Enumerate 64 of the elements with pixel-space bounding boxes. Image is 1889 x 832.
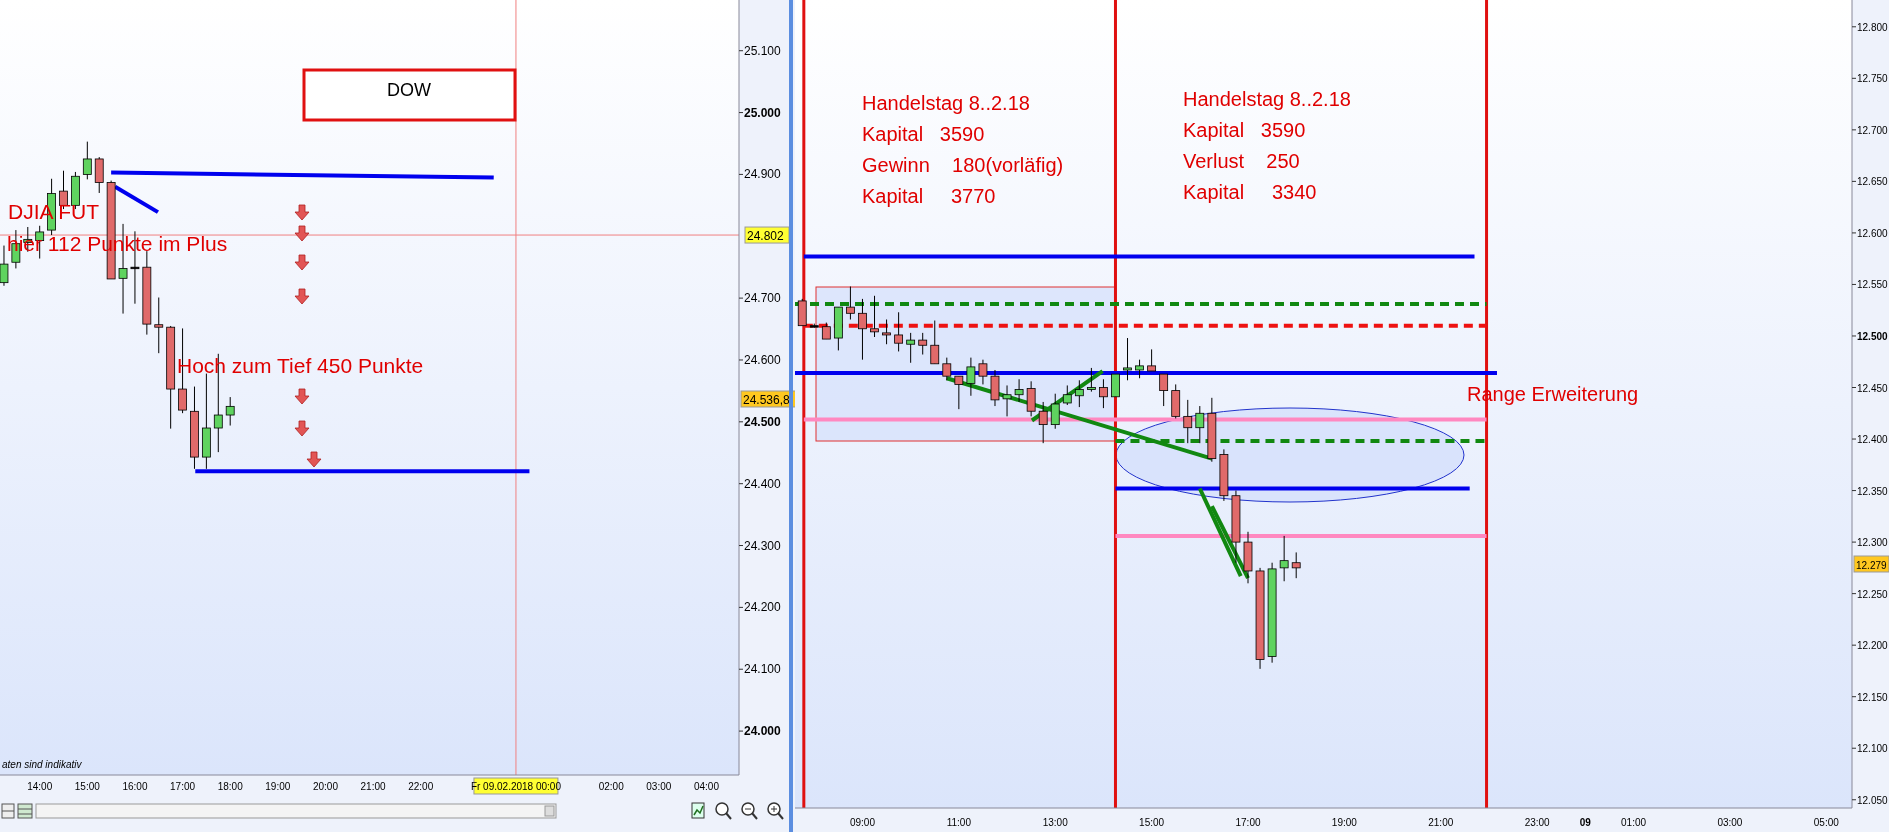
y-tick-label: 24.500 — [744, 414, 782, 429]
y-tick-label: 12.700 — [1857, 124, 1889, 136]
x-tick-label: 17:00 — [170, 781, 196, 792]
y-tick-label: 12.250 — [1857, 588, 1889, 600]
x-tick-label: 15:00 — [74, 781, 101, 792]
ref-line-label: 24.802 — [747, 229, 785, 244]
y-tick-label: 12.600 — [1857, 227, 1889, 239]
y-tick-label: 24.900 — [744, 167, 782, 182]
x-tick-label: 05:00 — [1813, 817, 1840, 828]
x-tick-label: 21:00 — [360, 781, 387, 792]
x-tick-label: 22:00 — [408, 781, 434, 792]
y-tick-label: 12.750 — [1857, 73, 1889, 85]
annotation: Verlust 250 — [1183, 150, 1300, 172]
x-tick-label: 19:00 — [265, 781, 291, 792]
y-tick-label: 12.650 — [1857, 176, 1889, 188]
x-tick-label: 19:00 — [1331, 817, 1358, 828]
y-tick-label: 24.100 — [744, 662, 782, 677]
annotation: Gewinn 180(vorläfig) — [862, 154, 1064, 176]
y-tick-label: 25.100 — [744, 43, 782, 58]
annotation: Kapital 3590 — [862, 123, 985, 145]
x-tick-label: 09 — [1579, 817, 1592, 828]
text: DOW — [387, 80, 431, 100]
y-tick-label: 12.800 — [1857, 21, 1889, 33]
y-tick-label: 25.000 — [744, 105, 782, 120]
x-tick-label: 09:00 — [849, 817, 876, 828]
annotation: Handelstag 8..2.18 — [1183, 88, 1351, 110]
annotation: Kapital 3340 — [1183, 181, 1317, 203]
text: 12.279 — [1856, 560, 1888, 571]
x-tick-label: 14:00 — [27, 781, 53, 792]
text: 24.536,8 — [743, 393, 791, 407]
x-tick-label: 16:00 — [122, 781, 148, 792]
x-tick-label: 03:00 — [1717, 817, 1743, 828]
annotation: aten sind indikativ — [2, 759, 83, 770]
y-tick-label: 12.050 — [1857, 794, 1889, 806]
x-tick-label: 21:00 — [1428, 817, 1454, 828]
annotation: Kapital 3590 — [1183, 119, 1306, 141]
y-tick-label: 12.450 — [1857, 382, 1889, 394]
x-tick-label: 03:00 — [646, 781, 672, 792]
y-tick-label: 12.100 — [1857, 743, 1889, 755]
y-tick-label: 12.200 — [1857, 640, 1889, 652]
x-tick-label: 18:00 — [217, 781, 244, 792]
x-tick-label: 13:00 — [1042, 817, 1069, 828]
y-tick-label: 12.500 — [1857, 330, 1889, 342]
x-tick-label: 11:00 — [946, 817, 972, 828]
y-tick-label: 24.600 — [744, 352, 782, 367]
y-tick-label: 12.150 — [1857, 691, 1889, 703]
x-tick-label: 01:00 — [1621, 817, 1647, 828]
x-tick-label: 04:00 — [693, 781, 720, 792]
y-tick-label: 24.200 — [744, 600, 782, 615]
y-tick-label: 12.300 — [1857, 537, 1889, 549]
x-tick-label: 17:00 — [1235, 817, 1261, 828]
y-tick-label: 12.400 — [1857, 434, 1889, 446]
y-tick-label: 24.400 — [744, 476, 782, 491]
x-tick-label: 15:00 — [1139, 817, 1165, 828]
annotation: Kapital 3770 — [862, 185, 996, 207]
x-tick-label: 02:00 — [598, 781, 625, 792]
y-tick-label: 24.300 — [744, 538, 782, 553]
x-tick-label: 20:00 — [312, 781, 339, 792]
y-tick-label: 24.000 — [744, 724, 782, 739]
y-tick-label: 12.350 — [1857, 485, 1889, 497]
y-tick-label: 12.550 — [1857, 279, 1889, 291]
y-tick-label: 24.700 — [744, 291, 782, 306]
x-tick-label: 23:00 — [1524, 817, 1551, 828]
annotation: Handelstag 8..2.18 — [862, 92, 1030, 114]
